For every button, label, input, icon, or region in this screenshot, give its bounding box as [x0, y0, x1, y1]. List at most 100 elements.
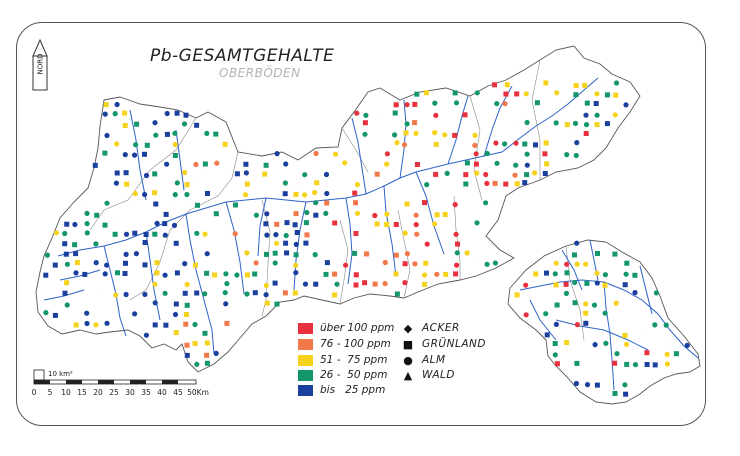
sample-point [464, 250, 470, 256]
sample-point [104, 200, 110, 206]
sample-point [181, 121, 188, 127]
sample-point [154, 260, 160, 266]
sample-point [462, 112, 468, 118]
sample-point [115, 270, 120, 276]
sample-point [552, 271, 558, 277]
sample-point [594, 270, 600, 276]
sample-point [122, 123, 128, 128]
sample-point [244, 181, 250, 187]
sample-point [624, 260, 630, 266]
sample-point [122, 271, 128, 276]
sample-point [304, 209, 310, 216]
sample-point [342, 160, 348, 166]
sample-point [393, 222, 399, 227]
sample-points-layer [43, 79, 698, 397]
sample-point [172, 153, 178, 158]
sample-point [453, 100, 460, 106]
sample-point [542, 151, 548, 157]
scale-tick: 30 [125, 388, 135, 397]
sample-point [494, 101, 500, 107]
scale-tick: 15 [77, 388, 87, 397]
sample-point [293, 262, 299, 268]
sample-point [172, 192, 178, 198]
sample-point [652, 322, 658, 328]
sample-point [614, 351, 620, 357]
sample-point [573, 92, 579, 98]
sample-point [223, 271, 229, 277]
north-label: NORD [36, 53, 45, 75]
sample-point [264, 232, 270, 238]
sample-point [184, 191, 190, 198]
sample-point [182, 261, 188, 267]
sample-point [133, 251, 139, 257]
sample-point [274, 151, 280, 157]
sample-point [533, 271, 539, 277]
sample-point [103, 102, 109, 108]
sample-point [183, 321, 189, 327]
sample-point [503, 91, 509, 97]
legend-class-label: bis 25 ppm [320, 384, 386, 396]
sample-point [384, 222, 390, 227]
sample-point [123, 231, 130, 237]
sample-point [192, 262, 198, 268]
sample-point [283, 161, 289, 167]
sample-point [132, 230, 138, 236]
sample-point [262, 171, 268, 177]
sample-point [264, 211, 270, 217]
sample-point [452, 202, 458, 208]
sample-point [62, 241, 68, 247]
sample-point [622, 282, 628, 288]
sample-point [104, 320, 110, 326]
sample-point [194, 230, 200, 236]
sample-point [432, 130, 438, 136]
sample-point [84, 210, 90, 216]
sample-point [292, 222, 298, 228]
sample-point [574, 140, 580, 146]
sample-point [602, 310, 608, 316]
diamond-icon: ◆ [403, 321, 413, 335]
sample-point [632, 362, 639, 368]
sample-point [132, 311, 138, 317]
sample-point [382, 281, 388, 287]
sample-point [194, 361, 200, 367]
sample-point [293, 211, 299, 217]
sample-point [204, 340, 210, 346]
sample-point [553, 120, 559, 126]
sample-point [484, 150, 490, 157]
sample-point [584, 280, 590, 286]
sample-point [234, 272, 240, 278]
sample-point [132, 152, 138, 158]
legend-swatch-green [298, 369, 313, 381]
sample-point [102, 222, 108, 228]
sample-point [192, 321, 198, 328]
sample-point [274, 301, 280, 307]
sample-point [162, 221, 168, 227]
sample-point [434, 271, 440, 277]
sample-point [242, 192, 249, 198]
sample-point [622, 332, 628, 338]
sample-point [613, 92, 619, 98]
sample-point [602, 272, 609, 278]
sample-point [204, 360, 210, 366]
sample-point [162, 272, 168, 278]
sample-point [593, 101, 599, 106]
sample-point [182, 169, 188, 176]
sample-point [492, 82, 497, 88]
sample-point [114, 101, 120, 108]
sample-point [563, 290, 570, 296]
sample-point [354, 110, 360, 116]
sample-point [354, 181, 360, 188]
sample-point [172, 141, 178, 148]
sample-point [144, 142, 150, 148]
sample-point [153, 132, 159, 138]
sample-point [202, 231, 208, 237]
sample-point [584, 100, 590, 106]
sample-point [623, 271, 629, 277]
sample-point [392, 132, 398, 138]
sample-point [142, 291, 148, 297]
scale-tick: 40 [157, 388, 167, 397]
sample-point [64, 261, 70, 267]
sample-point [612, 391, 618, 396]
sample-point [404, 201, 410, 207]
